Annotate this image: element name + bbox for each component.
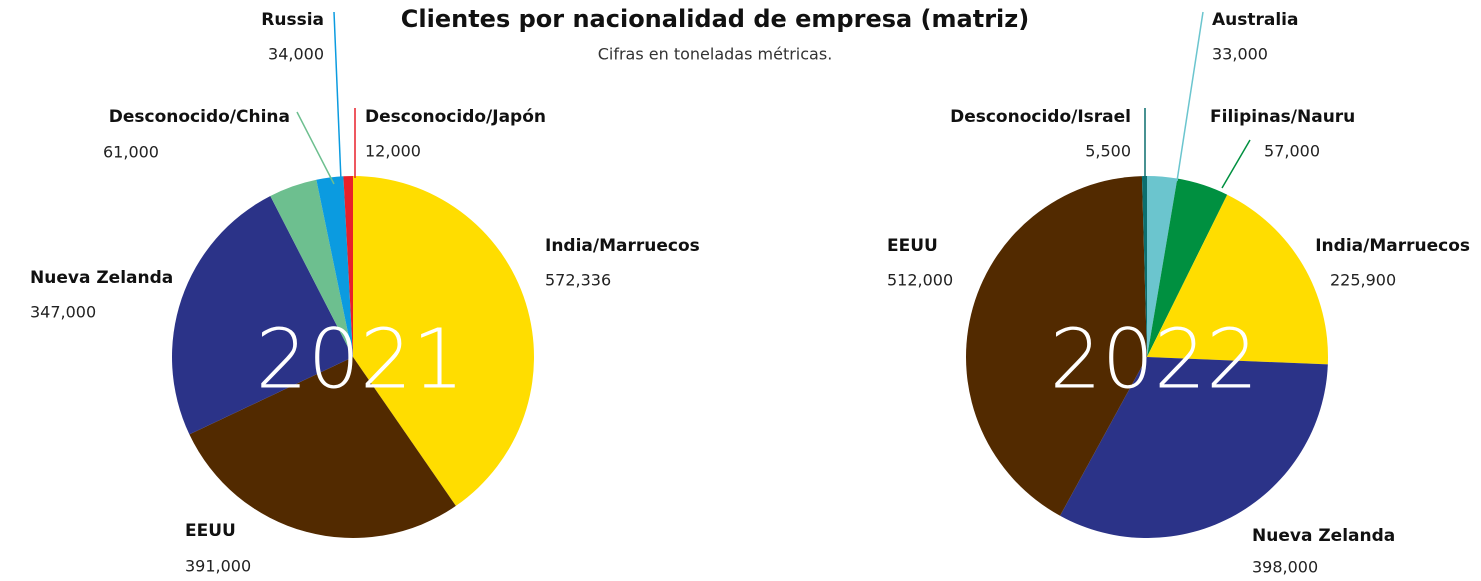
pie-year-label: 2022 (1050, 313, 1259, 408)
slice-name-label: Desconocido/China (109, 107, 290, 127)
slice-name-label: Australia (1212, 10, 1299, 30)
slice-name-label: Desconocido/Japón (365, 107, 546, 127)
slice-value-label: 5,500 (1085, 142, 1131, 161)
slice-name-label: India/Marruecos (1315, 236, 1470, 256)
pie-slice (172, 195, 353, 435)
slice-value-label: 572,336 (545, 271, 611, 290)
leader-line (1221, 139, 1251, 189)
slice-value-label: 398,000 (1252, 558, 1318, 577)
slice-value-label: 12,000 (365, 142, 421, 161)
pie-slice (270, 179, 353, 357)
slice-name-label: Filipinas/Nauru (1210, 107, 1355, 127)
pie-slice (316, 176, 353, 357)
leader-line (296, 111, 335, 185)
slice-value-label: 347,000 (30, 303, 96, 322)
pie-slice (189, 357, 456, 539)
slice-value-label: 61,000 (103, 143, 159, 162)
slice-value-label: 34,000 (268, 45, 324, 64)
pie-year-label: 2021 (256, 313, 465, 408)
slice-name-label: Nueva Zelanda (1252, 526, 1395, 546)
pie-slice (1060, 357, 1328, 538)
pie-slice (1147, 178, 1228, 357)
leader-line (1176, 11, 1204, 182)
pie-slice (1147, 176, 1178, 357)
slice-name-label: Desconocido/Israel (950, 107, 1131, 127)
pie-slice (343, 176, 353, 357)
pie-slice (1141, 176, 1147, 357)
slice-value-label: 57,000 (1264, 142, 1320, 161)
slice-name-label: Nueva Zelanda (30, 268, 173, 288)
leader-line (333, 11, 342, 182)
pie-slice (353, 176, 535, 506)
pie-slice (1147, 194, 1328, 365)
slice-name-label: Russia (261, 10, 324, 30)
slice-name-label: EEUU (185, 521, 236, 541)
slice-value-label: 33,000 (1212, 45, 1268, 64)
slice-name-label: India/Marruecos (545, 236, 700, 256)
chart-title: Clientes por nacionalidad de empresa (ma… (401, 5, 1029, 33)
slice-value-label: 512,000 (887, 271, 953, 290)
pie-slice (966, 176, 1147, 516)
chart-subtitle: Cifras en toneladas métricas. (598, 45, 833, 64)
slice-name-label: EEUU (887, 236, 938, 256)
slice-value-label: 391,000 (185, 557, 251, 576)
slice-value-label: 225,900 (1330, 271, 1396, 290)
